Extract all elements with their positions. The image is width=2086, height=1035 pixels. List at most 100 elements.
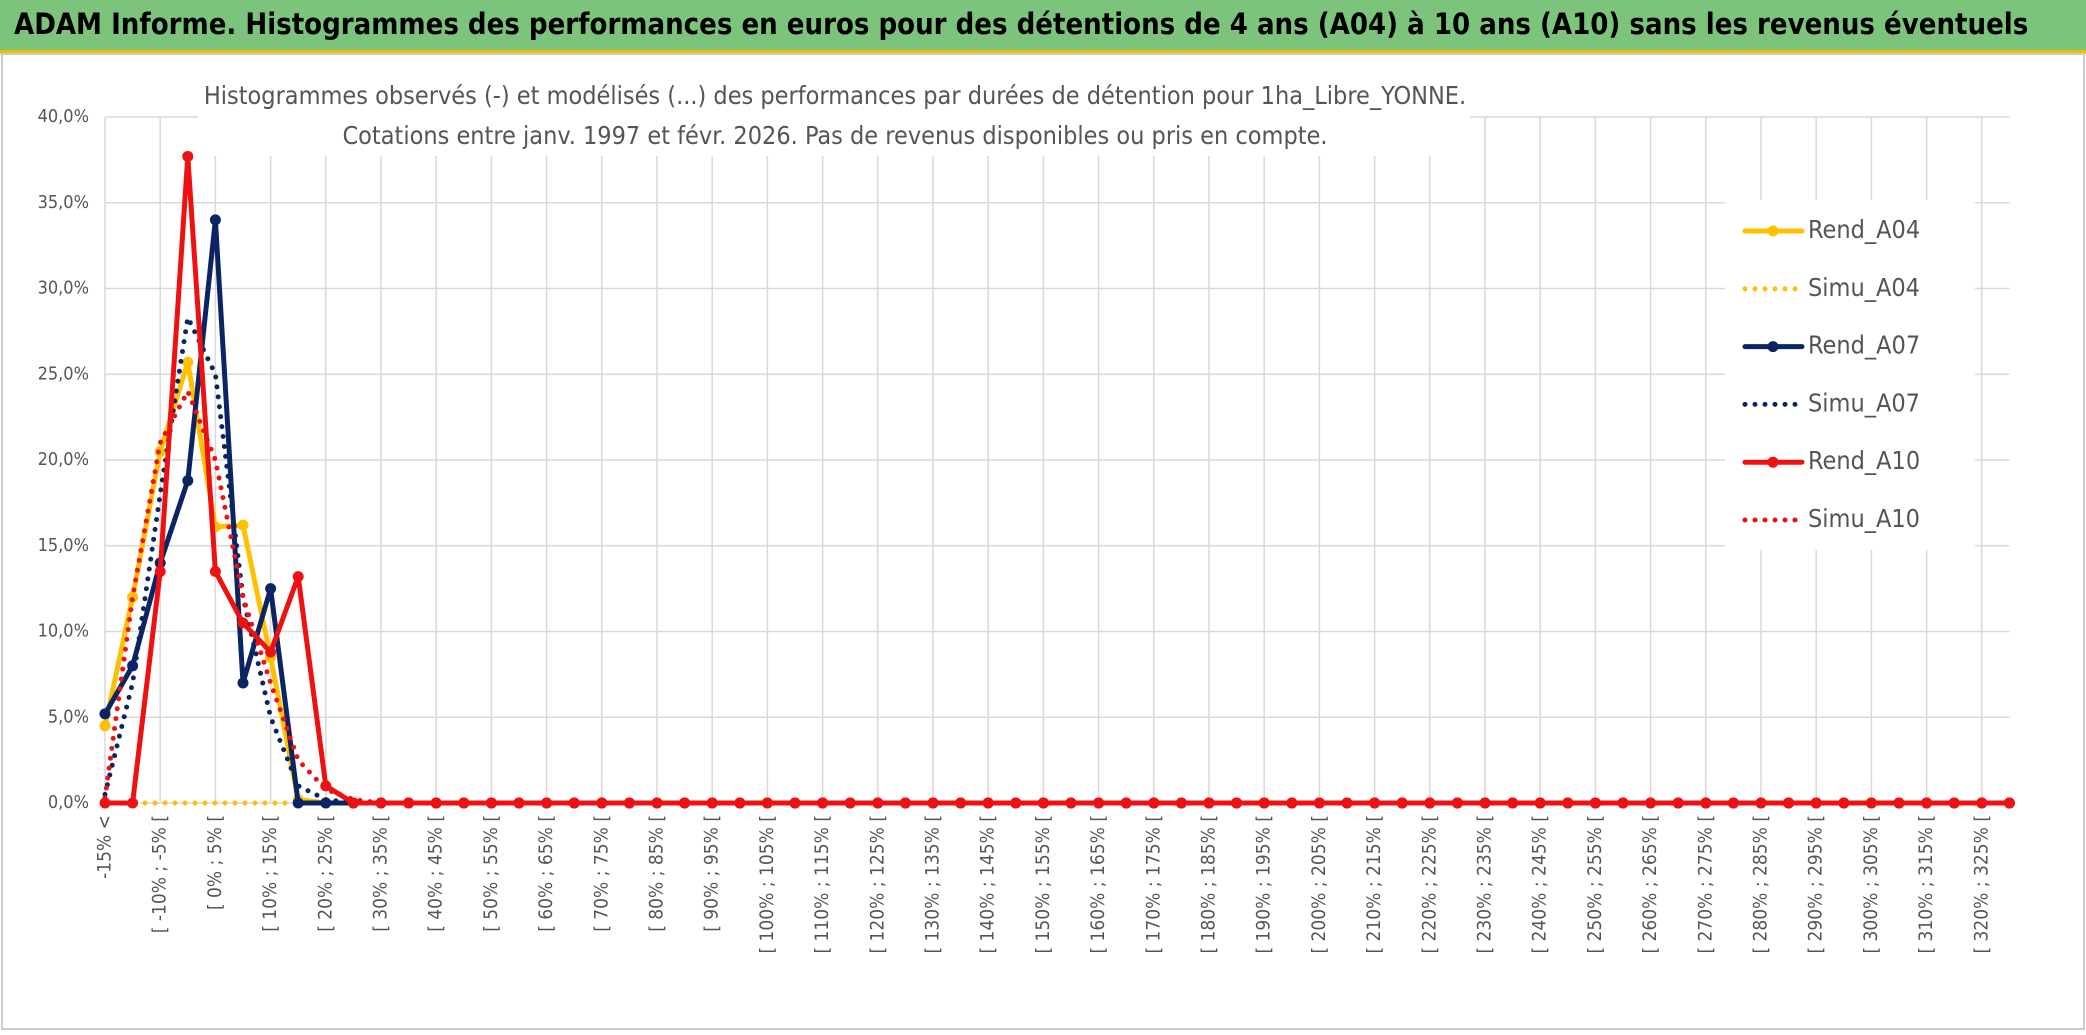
x-tick-label: -15% < bbox=[94, 815, 116, 879]
x-tick-label: [ 100% ; 105% [ bbox=[756, 815, 778, 954]
marker bbox=[237, 677, 249, 689]
legend-box bbox=[1725, 200, 1975, 550]
legend-marker bbox=[1767, 225, 1779, 237]
x-tick-label: [ 260% ; 265% [ bbox=[1639, 815, 1661, 954]
marker bbox=[1037, 797, 1049, 809]
header-title: ADAM Informe. Histogrammes des performan… bbox=[14, 7, 2028, 41]
marker bbox=[927, 797, 939, 809]
x-tick-label: [ 0% ; 5% [ bbox=[204, 815, 226, 910]
header-rule bbox=[0, 50, 2086, 54]
marker bbox=[568, 797, 580, 809]
marker bbox=[292, 797, 304, 809]
marker bbox=[1589, 797, 1601, 809]
marker bbox=[761, 797, 773, 809]
marker bbox=[1948, 797, 1960, 809]
marker bbox=[1231, 797, 1243, 809]
marker bbox=[1810, 797, 1822, 809]
x-tick-label: [ 310% ; 315% [ bbox=[1915, 815, 1937, 954]
x-tick-label: [ 320% ; 325% [ bbox=[1970, 815, 1992, 954]
marker bbox=[1341, 797, 1353, 809]
marker bbox=[99, 708, 111, 720]
marker bbox=[1727, 797, 1739, 809]
marker bbox=[1258, 797, 1270, 809]
x-tick-label: [ 180% ; 185% [ bbox=[1198, 815, 1220, 954]
title-box bbox=[198, 78, 1470, 156]
x-tick-label: [ 200% ; 205% [ bbox=[1308, 815, 1330, 954]
marker bbox=[292, 571, 304, 583]
chart-subtitle: Cotations entre janv. 1997 et févr. 2026… bbox=[342, 121, 1327, 150]
x-tick-label: [ 70% ; 75% [ bbox=[590, 815, 612, 932]
marker bbox=[1010, 797, 1022, 809]
marker bbox=[320, 797, 332, 809]
marker bbox=[182, 150, 194, 162]
marker bbox=[1479, 797, 1491, 809]
x-tick-label: [ 140% ; 145% [ bbox=[977, 815, 999, 954]
marker bbox=[182, 356, 194, 368]
marker bbox=[209, 214, 221, 226]
x-tick-label: [ 120% ; 125% [ bbox=[866, 815, 888, 954]
x-tick-label: [ 250% ; 255% [ bbox=[1584, 815, 1606, 954]
x-tick-label: [ 170% ; 175% [ bbox=[1142, 815, 1164, 954]
marker bbox=[209, 565, 221, 577]
x-tick-label: [ -10% ; -5% [ bbox=[149, 815, 171, 933]
marker bbox=[679, 797, 691, 809]
y-tick-label: 30,0% bbox=[38, 278, 89, 299]
marker bbox=[154, 565, 166, 577]
x-tick-label: [ 40% ; 45% [ bbox=[425, 815, 447, 932]
x-tick-label: [ 160% ; 165% [ bbox=[1087, 815, 1109, 954]
marker bbox=[2003, 797, 2015, 809]
x-tick-label: [ 210% ; 215% [ bbox=[1363, 815, 1385, 954]
x-tick-label: [ 290% ; 295% [ bbox=[1805, 815, 1827, 954]
x-tick-label: [ 150% ; 155% [ bbox=[1032, 815, 1054, 954]
x-tick-label: [ 60% ; 65% [ bbox=[535, 815, 557, 932]
legend-label: Simu_A04 bbox=[1808, 273, 1920, 302]
x-tick-label: [ 230% ; 235% [ bbox=[1474, 815, 1496, 954]
marker bbox=[1148, 797, 1160, 809]
y-tick-label: 35,0% bbox=[38, 192, 89, 213]
y-tick-label: 20,0% bbox=[38, 449, 89, 470]
marker bbox=[1921, 797, 1933, 809]
header-bar bbox=[0, 0, 2086, 50]
y-tick-label: 0,0% bbox=[48, 792, 89, 813]
x-tick-label: [ 300% ; 305% [ bbox=[1860, 815, 1882, 954]
marker bbox=[458, 797, 470, 809]
y-tick-label: 5,0% bbox=[48, 706, 89, 727]
marker bbox=[651, 797, 663, 809]
x-tick-label: [ 10% ; 15% [ bbox=[259, 815, 281, 932]
x-tick-label: [ 50% ; 55% [ bbox=[480, 815, 502, 932]
marker bbox=[1617, 797, 1629, 809]
x-tick-label: [ 270% ; 275% [ bbox=[1694, 815, 1716, 954]
x-tick-label: [ 190% ; 195% [ bbox=[1253, 815, 1275, 954]
x-tick-label: [ 20% ; 25% [ bbox=[314, 815, 336, 932]
legend-label: Rend_A07 bbox=[1808, 331, 1920, 360]
marker bbox=[1838, 797, 1850, 809]
x-tick-label: [ 220% ; 225% [ bbox=[1418, 815, 1440, 954]
marker bbox=[899, 797, 911, 809]
marker bbox=[817, 797, 829, 809]
marker bbox=[1507, 797, 1519, 809]
legend-marker bbox=[1767, 341, 1779, 353]
x-tick-label: [ 30% ; 35% [ bbox=[370, 815, 392, 932]
marker bbox=[1120, 797, 1132, 809]
legend-marker bbox=[1767, 456, 1779, 468]
y-tick-label: 15,0% bbox=[38, 535, 89, 556]
y-tick-label: 10,0% bbox=[38, 621, 89, 642]
x-tick-label: [ 280% ; 285% [ bbox=[1750, 815, 1772, 954]
legend-label: Simu_A10 bbox=[1808, 504, 1920, 533]
legend-label: Rend_A04 bbox=[1808, 215, 1920, 244]
series-line bbox=[102, 388, 2012, 806]
chart-title: Histogrammes observés (-) et modélisés (… bbox=[204, 81, 1466, 110]
y-tick-label: 40,0% bbox=[38, 106, 89, 127]
x-tick-label: [ 80% ; 85% [ bbox=[646, 815, 668, 932]
marker bbox=[237, 617, 249, 629]
legend-label: Simu_A07 bbox=[1808, 388, 1920, 417]
marker bbox=[1369, 797, 1381, 809]
marker bbox=[237, 519, 249, 531]
marker bbox=[99, 720, 111, 732]
marker bbox=[430, 797, 442, 809]
x-tick-label: [ 110% ; 115% [ bbox=[811, 815, 833, 954]
frame bbox=[1, 53, 2085, 1030]
marker bbox=[1700, 797, 1712, 809]
x-tick-label: [ 130% ; 135% [ bbox=[922, 815, 944, 954]
